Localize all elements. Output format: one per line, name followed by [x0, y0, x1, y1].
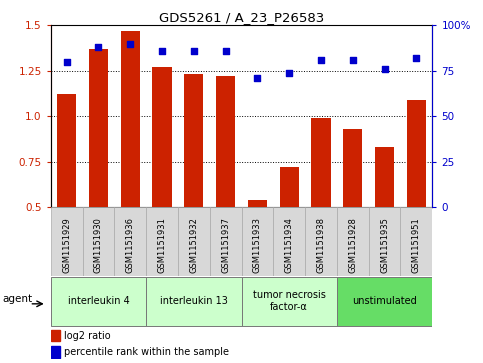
Bar [400, 207, 432, 276]
Bar [57, 94, 76, 207]
Bar [83, 207, 114, 276]
Text: interleukin 13: interleukin 13 [160, 296, 228, 306]
Bar [146, 207, 178, 276]
Bar [51, 277, 146, 326]
Text: GSM1151935: GSM1151935 [380, 217, 389, 273]
Text: GSM1151938: GSM1151938 [316, 217, 326, 273]
Point [95, 44, 102, 50]
Point [412, 55, 420, 61]
Bar [178, 207, 210, 276]
Bar [343, 129, 362, 207]
Bar [51, 346, 60, 358]
Bar [242, 207, 273, 276]
Point [127, 41, 134, 46]
Text: GSM1151951: GSM1151951 [412, 217, 421, 273]
Text: GSM1151930: GSM1151930 [94, 217, 103, 273]
Text: tumor necrosis
factor-α: tumor necrosis factor-α [253, 290, 326, 312]
Bar [210, 207, 242, 276]
Text: GSM1151934: GSM1151934 [284, 217, 294, 273]
Bar [153, 67, 171, 207]
Point [349, 57, 356, 63]
Bar [89, 49, 108, 207]
Point [158, 48, 166, 54]
Text: GSM1151928: GSM1151928 [348, 217, 357, 273]
Bar [407, 100, 426, 207]
Bar [146, 277, 242, 326]
Text: unstimulated: unstimulated [352, 296, 417, 306]
Text: GSM1151932: GSM1151932 [189, 217, 199, 273]
Bar [305, 207, 337, 276]
Bar [51, 330, 60, 341]
Bar [273, 207, 305, 276]
Bar [185, 74, 203, 207]
Point [63, 59, 71, 65]
Bar [216, 76, 235, 207]
Bar [121, 31, 140, 207]
Text: GSM1151937: GSM1151937 [221, 217, 230, 273]
Text: GSM1151931: GSM1151931 [157, 217, 167, 273]
Bar [114, 207, 146, 276]
Text: agent: agent [2, 294, 33, 304]
Point [222, 48, 229, 54]
Title: GDS5261 / A_23_P26583: GDS5261 / A_23_P26583 [159, 11, 324, 24]
Point [190, 48, 198, 54]
Text: log2 ratio: log2 ratio [64, 331, 111, 341]
Bar [248, 200, 267, 207]
Point [317, 57, 325, 63]
Bar [337, 207, 369, 276]
Text: GSM1151929: GSM1151929 [62, 217, 71, 273]
Bar [280, 167, 298, 207]
Bar [242, 277, 337, 326]
Bar [312, 118, 330, 207]
Point [254, 75, 261, 81]
Text: interleukin 4: interleukin 4 [68, 296, 129, 306]
Text: percentile rank within the sample: percentile rank within the sample [64, 347, 229, 357]
Text: GSM1151933: GSM1151933 [253, 217, 262, 273]
Text: GSM1151936: GSM1151936 [126, 217, 135, 273]
Bar [51, 207, 83, 276]
Point [381, 66, 388, 72]
Bar [375, 147, 394, 207]
Bar [337, 277, 432, 326]
Point [285, 70, 293, 76]
Bar [369, 207, 400, 276]
